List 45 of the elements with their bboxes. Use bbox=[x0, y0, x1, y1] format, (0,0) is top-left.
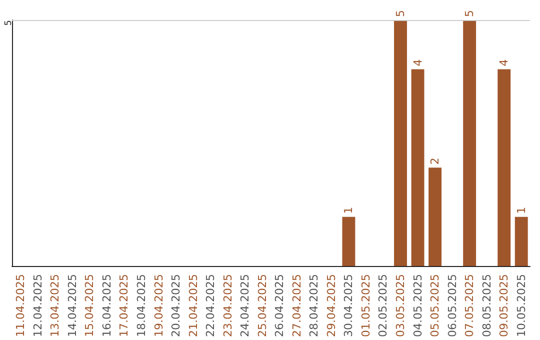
data-label: 4 bbox=[498, 59, 511, 66]
x-tick-label: 03.05.2025 bbox=[394, 274, 407, 338]
x-tick-label: 20.04.2025 bbox=[170, 274, 183, 338]
x-tick-label: 17.04.2025 bbox=[118, 274, 131, 338]
x-tick-label: 14.04.2025 bbox=[66, 274, 79, 338]
x-tick-label: 18.04.2025 bbox=[135, 274, 148, 338]
x-tick-label: 29.04.2025 bbox=[324, 274, 338, 338]
data-label: 4 bbox=[411, 59, 424, 66]
x-tick-label: 05.05.2025 bbox=[428, 274, 442, 338]
x-tick-label: 15.04.2025 bbox=[83, 274, 96, 338]
x-tick-label: 13.04.2025 bbox=[48, 274, 62, 338]
x-tick-label: 19.04.2025 bbox=[152, 274, 166, 338]
bar bbox=[514, 216, 528, 266]
data-label: 5 bbox=[463, 10, 476, 17]
x-tick-label: 21.04.2025 bbox=[186, 274, 200, 338]
x-tick-label: 10.05.2025 bbox=[514, 274, 528, 338]
bar bbox=[411, 69, 424, 266]
bar bbox=[498, 69, 511, 266]
x-tick-label: 26.04.2025 bbox=[273, 274, 286, 338]
x-tick-label: 09.05.2025 bbox=[498, 274, 511, 338]
bar bbox=[463, 20, 476, 266]
x-tick-label: 16.04.2025 bbox=[100, 274, 114, 338]
bar bbox=[342, 216, 356, 266]
x-tick-label: 01.05.2025 bbox=[359, 274, 372, 338]
data-label: 5 bbox=[394, 10, 407, 17]
x-tick-label: 07.05.2025 bbox=[463, 274, 476, 338]
data-label: 2 bbox=[428, 158, 442, 165]
x-tick-label: 22.04.2025 bbox=[204, 274, 218, 338]
x-tick-label: 12.04.2025 bbox=[31, 274, 44, 338]
data-label: 1 bbox=[514, 206, 528, 214]
x-tick-label: 30.04.2025 bbox=[342, 274, 356, 338]
x-tick-label: 08.05.2025 bbox=[480, 274, 494, 338]
x-tick-label: 28.04.2025 bbox=[308, 274, 321, 338]
x-tick-label: 25.04.2025 bbox=[256, 274, 269, 338]
x-tick-label: 23.04.2025 bbox=[221, 274, 234, 338]
data-label: 1 bbox=[342, 206, 356, 214]
x-tick-label: 24.04.2025 bbox=[238, 274, 252, 338]
x-tick-label: 11.04.2025 bbox=[14, 274, 28, 338]
x-tick-label: 27.04.2025 bbox=[290, 274, 304, 338]
x-tick-label: 06.05.2025 bbox=[446, 274, 459, 338]
bar bbox=[428, 168, 442, 266]
x-tick-label: 02.05.2025 bbox=[376, 274, 390, 338]
x-tick-label: 04.05.2025 bbox=[411, 274, 424, 338]
bar bbox=[394, 20, 407, 266]
ref-line-label: 5 bbox=[4, 20, 14, 26]
